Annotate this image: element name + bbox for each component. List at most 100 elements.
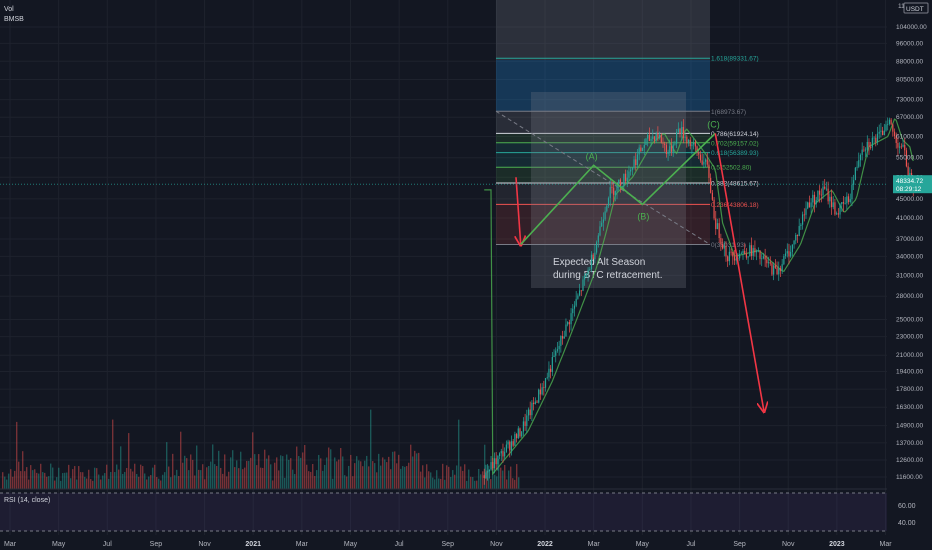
candle-body	[856, 166, 858, 168]
volume-bar	[6, 479, 8, 489]
candle-body	[510, 441, 513, 451]
abc-wave	[520, 132, 716, 246]
volume-bar	[202, 464, 204, 489]
volume-bar	[394, 451, 396, 489]
candle-body	[757, 250, 759, 252]
volume-bar	[362, 466, 364, 489]
candle-body	[807, 202, 809, 209]
candle-body	[754, 248, 756, 253]
candle-body	[710, 177, 712, 193]
volume-bar	[86, 478, 88, 489]
volume-bar	[8, 473, 10, 489]
candle-body	[577, 295, 579, 299]
candle-body	[619, 179, 622, 187]
candle-body	[868, 141, 870, 148]
volume-bar	[282, 456, 284, 489]
volume-bar	[78, 466, 80, 489]
candle-body	[555, 350, 557, 356]
candle-body	[677, 128, 679, 132]
volume-bar	[176, 469, 178, 489]
candle-body	[699, 154, 702, 161]
candle-body	[546, 377, 548, 379]
time-tick: 2021	[245, 541, 261, 548]
rsi-tick: 60.00	[898, 503, 916, 510]
candle-body	[497, 455, 499, 465]
candle-body	[739, 254, 741, 259]
volume-bar	[154, 464, 156, 489]
candle-body	[810, 202, 812, 208]
candle-body	[786, 251, 788, 254]
chart-header: Vol BMSB	[4, 6, 24, 23]
volume-bar	[18, 461, 20, 489]
candle-body	[791, 244, 793, 252]
candle-body	[805, 208, 807, 215]
volume-bar	[406, 466, 408, 489]
volume-bar	[90, 479, 92, 489]
volume-bar	[414, 450, 416, 489]
volume-bar	[456, 465, 458, 489]
volume-bar	[314, 476, 316, 489]
volume-bar	[152, 467, 154, 489]
volume-bar	[402, 466, 404, 489]
volume-bar	[204, 479, 206, 489]
volume-bar	[44, 472, 46, 489]
candle-body	[553, 355, 555, 358]
candle-body	[580, 290, 582, 292]
candle-body	[740, 253, 742, 255]
volume-bar	[182, 462, 184, 489]
candle-body	[631, 167, 633, 170]
volume-bar	[458, 419, 460, 489]
volume-bar	[500, 467, 502, 489]
candle-body	[900, 146, 902, 148]
candle-body	[885, 124, 887, 131]
candle-body	[727, 256, 729, 262]
volume-bar	[368, 466, 370, 489]
candle-body	[670, 146, 673, 152]
candle-body	[509, 441, 511, 451]
candle-body	[676, 131, 678, 144]
candle-body	[669, 146, 671, 153]
volume-bar	[250, 457, 252, 489]
candle-body	[766, 259, 768, 264]
volume-bar	[284, 477, 286, 489]
volume-bar	[280, 455, 282, 489]
price-tick: 11600.00	[896, 474, 923, 481]
candle-body	[604, 211, 606, 220]
candle-body	[575, 298, 577, 306]
volume-bar	[88, 469, 90, 489]
volume-bar	[218, 450, 220, 489]
candle-body	[665, 145, 667, 154]
candle-body	[752, 248, 754, 256]
volume-bar	[318, 454, 320, 489]
candle-body	[643, 144, 645, 148]
volume-bar	[64, 472, 66, 489]
price-tick: 16300.00	[896, 404, 923, 411]
volume-bar	[478, 468, 480, 489]
price-tick: 61000.00	[896, 133, 923, 140]
volume-bar	[448, 466, 450, 489]
candle-body	[636, 154, 639, 166]
volume-bar	[482, 471, 484, 489]
candle-body	[895, 136, 897, 143]
volume-bar	[410, 444, 412, 489]
fib-zone	[496, 111, 710, 134]
volume-bar	[434, 479, 436, 489]
candle-body	[822, 186, 824, 196]
volume-bar	[306, 464, 308, 489]
candle-body	[796, 234, 799, 236]
volume-bar	[378, 453, 380, 489]
volume-bar	[316, 470, 318, 489]
volume-bar	[174, 475, 176, 489]
time-tick: May	[52, 541, 66, 548]
time-tick: Nov	[782, 541, 795, 548]
candle-body	[689, 139, 691, 147]
volume-bar	[290, 458, 292, 489]
candle-body	[880, 130, 882, 132]
volume-bar	[166, 442, 168, 489]
volume-bar	[386, 462, 388, 489]
volume-bar	[276, 457, 278, 489]
candle-body	[560, 335, 562, 346]
candle-body	[584, 275, 586, 280]
volume-bar	[372, 461, 374, 489]
